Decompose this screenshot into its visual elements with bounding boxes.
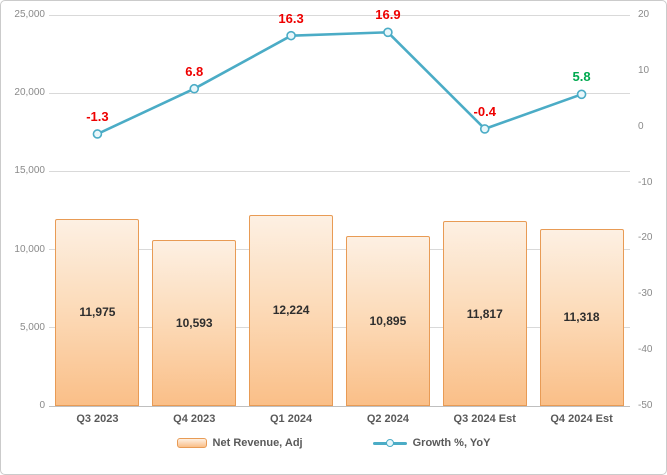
line-marker-icon	[92, 129, 103, 139]
bar-value-label: 12,224	[272, 303, 310, 318]
right-axis-tick-label: -10	[638, 176, 653, 188]
right-axis-tick-label: -20	[638, 232, 653, 244]
gridline	[49, 92, 630, 94]
legend-label-net-revenue: Net Revenue, Adj	[212, 437, 303, 449]
bar-swatch-icon	[176, 438, 207, 448]
right-axis-tick-label: 20	[638, 9, 650, 20]
left-axis-tick-label: 20,000	[14, 87, 45, 99]
bar-value-label: 11,318	[563, 310, 600, 325]
left-axis-tick-label: 10,000	[14, 243, 45, 255]
line-data-label: 6.8	[185, 63, 204, 79]
gridline	[49, 249, 630, 251]
bar	[539, 228, 624, 406]
right-axis-tick-label: -40	[638, 344, 653, 356]
legend-label-growth: Growth %, YoY	[412, 437, 491, 449]
right-axis-tick-label: -50	[638, 400, 653, 411]
gridline	[49, 14, 630, 16]
bar-value-label: 11,975	[79, 305, 116, 320]
bar	[152, 240, 237, 406]
legend-item-growth: Growth %, YoY	[372, 437, 491, 449]
x-axis-label: Q4 2023	[173, 413, 216, 425]
right-axis-tick-label: 10	[638, 64, 650, 76]
left-axis-tick-label: 25,000	[14, 9, 45, 20]
gridline	[49, 170, 630, 172]
line-marker-icon	[383, 27, 393, 38]
left-axis-tick-label: 5,000	[19, 321, 45, 333]
line-data-label: -0.4	[473, 103, 496, 119]
bar	[249, 214, 334, 406]
line-marker-icon	[189, 83, 200, 94]
bar-value-label: 10,593	[175, 316, 213, 331]
x-axis-label: Q4 2024 Est	[550, 413, 613, 425]
bar	[55, 218, 140, 406]
x-axis-label: Q3 2024 Est	[453, 413, 516, 425]
line-marker-icon	[479, 124, 490, 134]
line-data-label: 5.8	[572, 69, 591, 85]
line-data-label: -1.3	[86, 108, 109, 124]
line-swatch-icon	[372, 438, 407, 448]
legend: Net Revenue, Adj Growth %, YoY	[1, 437, 666, 449]
bar-value-label: 10,895	[369, 313, 407, 328]
x-axis-label: Q1 2024	[269, 413, 313, 425]
bar-value-label: 11,817	[466, 306, 503, 321]
line-data-label: 16.3	[278, 10, 304, 26]
legend-item-net-revenue: Net Revenue, Adj	[176, 437, 303, 449]
line-marker-icon	[286, 30, 296, 41]
right-axis-tick-label: 0	[638, 120, 644, 132]
x-axis-label: Q3 2023	[76, 413, 119, 425]
left-axis-tick-label: 0	[39, 400, 45, 411]
x-axis-label: Q2 2024	[366, 413, 410, 425]
line-data-label: 16.9	[375, 7, 401, 23]
right-axis-tick-label: -30	[638, 288, 653, 300]
bar	[345, 235, 430, 406]
line-marker-icon	[576, 89, 587, 100]
bar	[442, 221, 527, 406]
left-axis-tick-label: 15,000	[14, 165, 45, 177]
gridline	[49, 327, 630, 329]
x-axis-line	[49, 405, 630, 407]
